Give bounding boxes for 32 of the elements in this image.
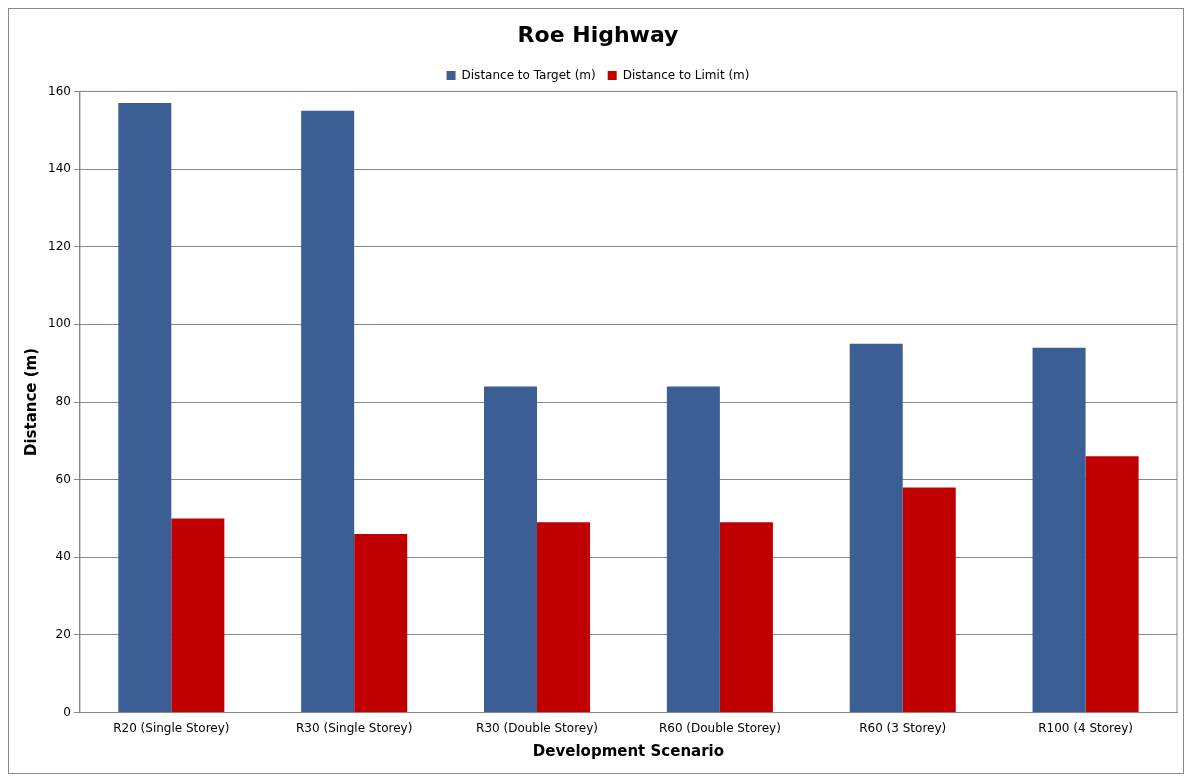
bar [171, 518, 225, 713]
y-axis-title: Distance (m) [21, 347, 40, 457]
x-tick-label: R60 (3 Storey) [859, 720, 947, 735]
bar [301, 110, 355, 713]
bar [666, 386, 720, 713]
y-tick-label: 40 [55, 549, 71, 564]
bar [719, 522, 773, 713]
x-tick-label: R20 (Single Storey) [113, 720, 230, 735]
bar [537, 522, 591, 713]
y-tick-label: 20 [55, 627, 71, 642]
legend-label: Distance to Limit (m) [622, 67, 750, 82]
x-tick-label: R30 (Double Storey) [476, 720, 598, 735]
bar [354, 534, 408, 713]
y-tick-label: 140 [48, 161, 71, 176]
bar [849, 343, 903, 713]
y-tick-label: 100 [48, 316, 71, 331]
y-tick-label: 160 [48, 83, 71, 98]
legend-label: Distance to Target (m) [461, 67, 596, 82]
x-axis-title: Development Scenario [532, 741, 725, 760]
y-tick-label: 0 [63, 704, 71, 719]
x-tick-label: R30 (Single Storey) [296, 720, 413, 735]
bar [118, 103, 172, 713]
bar [902, 487, 956, 713]
y-tick-label: 80 [55, 394, 71, 409]
y-tick-label: 60 [55, 471, 71, 486]
bar [484, 386, 538, 713]
x-tick-label: R100 (4 Storey) [1038, 720, 1133, 735]
x-tick-label: R60 (Double Storey) [658, 720, 781, 735]
chart-title: Roe Highway [517, 21, 679, 47]
bar [1032, 347, 1086, 713]
y-tick-label: 120 [48, 238, 71, 253]
bar [1085, 456, 1139, 713]
